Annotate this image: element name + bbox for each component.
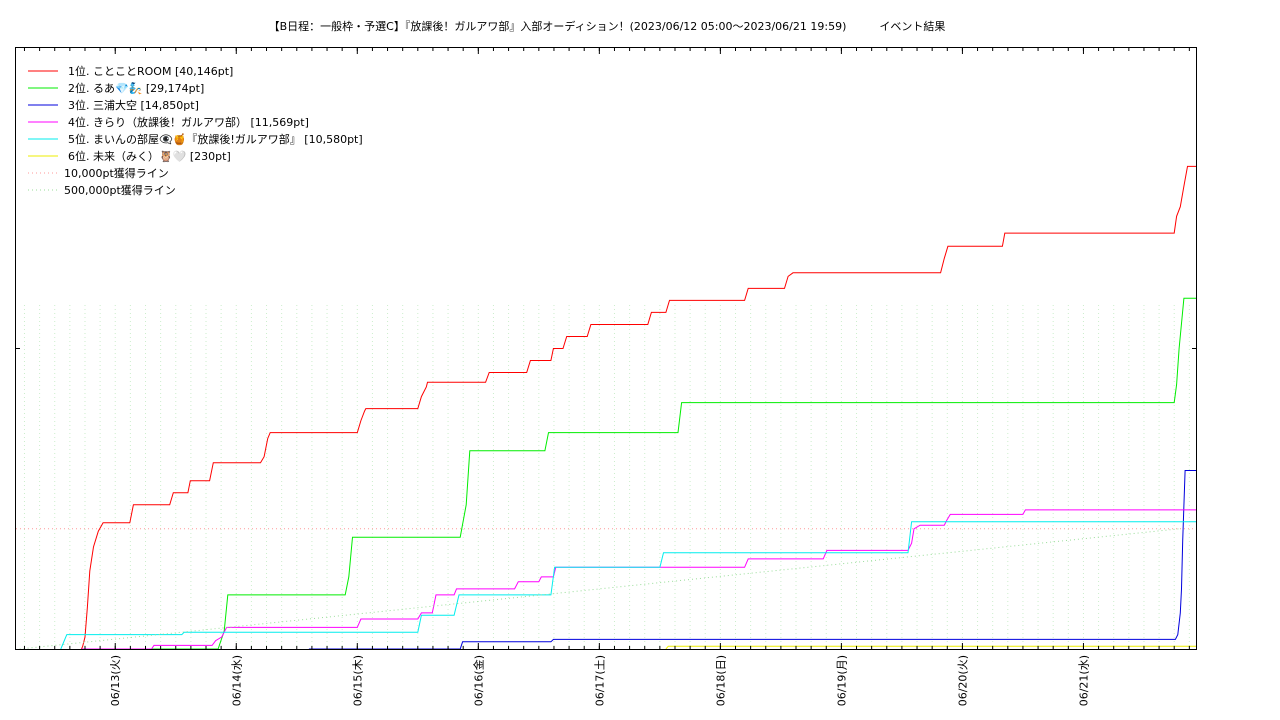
tick-layer xyxy=(16,48,1196,649)
plot-frame xyxy=(15,47,1197,650)
legend: 1位. ことことROOM [40,146pt] 2位. るあ💎🧞 [29,174p… xyxy=(28,64,363,197)
legend-entry-5: 5位. まいんの部屋👁‍🗨🍯『放課後!ガルアワ部』 [10,580pt] xyxy=(68,132,363,146)
x-tick-label: 06/21(水) xyxy=(1077,655,1090,706)
series-line-4 xyxy=(81,509,1196,650)
legend-entry-7: 10,000pt獲得ライン xyxy=(64,167,169,180)
series-line-2 xyxy=(81,297,1196,650)
x-tick-label: 06/17(土) xyxy=(593,655,606,706)
x-tick-label: 06/20(火) xyxy=(956,655,969,706)
x-tick-label: 06/16(金) xyxy=(471,655,485,706)
x-tick-label: 06/18(日) xyxy=(714,655,727,706)
grid-layer xyxy=(23,305,1190,649)
x-axis-labels: 06/13(火) 06/14(水) 06/15(木) 06/16(金) 06/17(土)… xyxy=(109,655,1090,706)
legend-entry-2: 2位. るあ💎🧞 [29,174pt] xyxy=(68,81,204,95)
legend-entry-4: 4位. きらり（放課後！ガルアワ部） [11,569pt] xyxy=(68,115,309,129)
series-line-1 xyxy=(80,165,1196,650)
x-tick-label: 06/13(火) xyxy=(109,655,122,706)
legend-entry-6: 6位. 未来（みく）🦉🤍 [230pt] xyxy=(68,149,231,163)
chart-title: 【B日程：一般枠・予選C】『放課後！ガルアワ部』入部オーディション！(2023/… xyxy=(268,20,946,33)
series-layer xyxy=(16,165,1196,650)
legend-entry-3: 3位. 三浦大空 [14,850pt] xyxy=(68,98,199,112)
series-line-8 xyxy=(19,528,1180,650)
series-line-6 xyxy=(665,645,1196,650)
legend-entry-1: 1位. ことことROOM [40,146pt] xyxy=(68,64,233,78)
legend-entry-8: 500,000pt獲得ライン xyxy=(64,184,176,197)
x-tick-label: 06/14(水) xyxy=(230,655,243,706)
series-line-5 xyxy=(60,521,1196,650)
x-tick-label: 06/19(月) xyxy=(835,655,848,706)
series-line-3 xyxy=(308,470,1196,650)
x-tick-label: 06/15(木) xyxy=(351,655,364,706)
